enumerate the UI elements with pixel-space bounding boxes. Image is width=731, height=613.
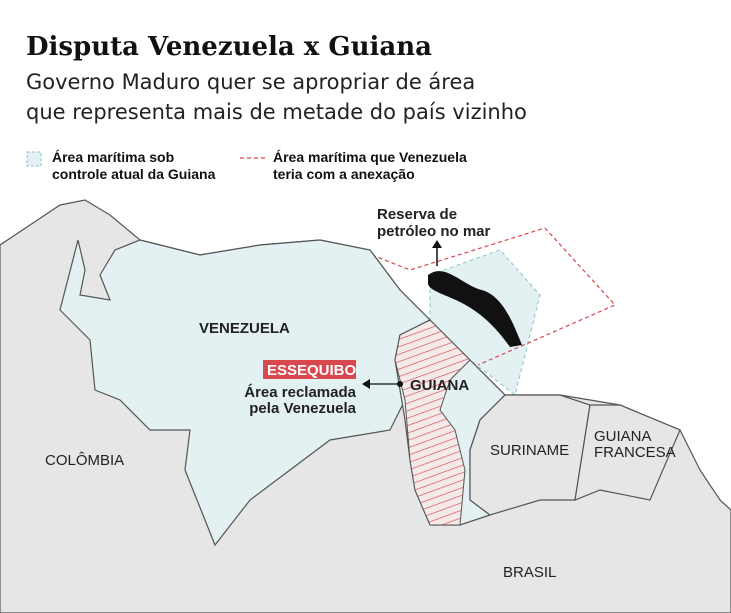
map-label: GUIANA	[410, 377, 469, 394]
map-label: COLÔMBIA	[45, 452, 124, 469]
map-label: FRANCESA	[594, 444, 676, 461]
legend-label: teria com a anexação	[273, 166, 415, 182]
map-label: ESSEQUIBO	[267, 362, 357, 379]
map-label: GUIANA	[594, 428, 652, 445]
map-label: pela Venezuela	[249, 400, 356, 417]
map-label: BRASIL	[503, 564, 556, 581]
subtitle: Governo Maduro quer se apropriar de área	[26, 70, 475, 94]
legend-swatch	[26, 151, 42, 167]
map-label: SURINAME	[490, 442, 569, 459]
title: Disputa Venezuela x Guiana	[26, 32, 432, 62]
subtitle: que representa mais de metade do país vi…	[26, 100, 527, 124]
map-label: Reserva de	[377, 206, 457, 223]
legend-label: Área marítima sob	[52, 149, 174, 165]
legend-label: controle atual da Guiana	[52, 166, 216, 182]
legend-label: Área marítima que Venezuela	[273, 149, 467, 165]
map-label: Área reclamada	[244, 384, 356, 401]
map-label: VENEZUELA	[199, 320, 290, 337]
map	[0, 199, 731, 613]
map-label: petróleo no mar	[377, 223, 491, 240]
